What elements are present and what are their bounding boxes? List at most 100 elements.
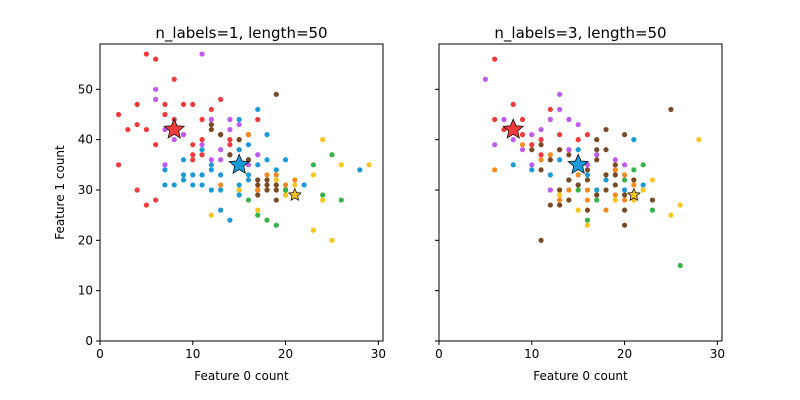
data-point: [612, 182, 618, 188]
data-point: [245, 197, 252, 203]
centroid-star-marker: [502, 118, 525, 139]
data-point: [696, 137, 702, 143]
data-point: [557, 157, 563, 163]
data-point: [492, 167, 498, 173]
data-point: [510, 162, 516, 168]
data-point: [199, 172, 205, 178]
data-point: [575, 182, 581, 188]
data-point: [529, 147, 535, 153]
y-tick-label: 40: [78, 133, 93, 147]
data-point: [264, 132, 270, 138]
x-tick-label: 10: [524, 347, 539, 361]
centroid-star-marker: [228, 153, 251, 175]
data-point: [190, 182, 196, 188]
data-point: [649, 177, 656, 183]
data-point: [621, 132, 628, 138]
data-point: [190, 152, 196, 158]
data-point: [566, 116, 572, 123]
data-point: [190, 157, 196, 163]
y-tick-label: 0: [85, 334, 93, 348]
data-point: [584, 167, 591, 173]
data-point: [538, 137, 544, 143]
data-point: [492, 116, 498, 123]
centroid-star-marker: [163, 118, 186, 139]
data-point: [134, 121, 140, 128]
data-point: [199, 137, 205, 143]
data-point: [255, 106, 261, 113]
data-point: [153, 86, 159, 92]
data-point: [273, 177, 279, 183]
data-point: [218, 157, 224, 163]
data-point: [547, 106, 553, 113]
data-point: [227, 152, 233, 158]
data-point: [255, 116, 261, 123]
data-point: [180, 157, 187, 163]
data-point: [621, 172, 628, 178]
data-point: [668, 106, 674, 113]
data-point: [199, 147, 205, 153]
data-point: [292, 177, 298, 183]
data-point: [621, 187, 628, 193]
data-point: [566, 147, 572, 153]
data-point: [282, 187, 289, 193]
data-point: [218, 207, 224, 213]
data-point: [245, 132, 252, 138]
data-point: [236, 116, 242, 123]
data-point: [584, 217, 591, 223]
data-point: [621, 222, 628, 228]
data-point: [547, 202, 553, 208]
data-point: [208, 126, 214, 133]
data-point: [640, 187, 646, 193]
data-point: [621, 177, 628, 183]
data-point: [208, 187, 214, 193]
data-point: [180, 101, 187, 108]
data-point: [631, 137, 637, 143]
data-point: [538, 152, 544, 158]
data-point: [603, 187, 609, 193]
data-point: [264, 172, 270, 178]
data-point: [208, 162, 214, 168]
data-point: [584, 172, 591, 178]
data-point: [199, 116, 205, 123]
x-axis-label: Feature 0 count: [194, 369, 289, 383]
data-point: [603, 207, 609, 213]
data-point: [310, 227, 317, 233]
data-point: [143, 202, 149, 208]
data-point: [218, 96, 224, 102]
data-points: [115, 51, 372, 243]
data-point: [631, 167, 637, 173]
data-point: [227, 116, 233, 123]
data-point: [245, 177, 252, 183]
data-point: [162, 167, 168, 173]
data-point: [143, 51, 149, 57]
data-point: [273, 222, 279, 228]
data-point: [519, 132, 526, 138]
data-point: [125, 126, 131, 133]
data-point: [134, 187, 140, 193]
data-point: [566, 197, 572, 203]
data-point: [547, 116, 553, 123]
data-point: [575, 187, 581, 193]
data-point: [199, 182, 205, 188]
data-point: [584, 187, 591, 193]
data-point: [292, 182, 298, 188]
data-point: [366, 162, 372, 168]
data-point: [264, 177, 270, 183]
data-point: [594, 147, 600, 153]
data-point: [357, 167, 363, 173]
data-point: [547, 157, 553, 163]
data-point: [677, 262, 683, 269]
data-point: [668, 212, 674, 218]
data-point: [208, 121, 214, 128]
data-point: [547, 172, 553, 178]
data-point: [190, 101, 196, 108]
y-tick-label: 50: [78, 82, 93, 96]
data-point: [529, 132, 535, 138]
data-point: [594, 152, 600, 158]
data-point: [282, 192, 289, 198]
data-point: [547, 152, 553, 158]
centroid-star-marker: [287, 187, 302, 202]
centroid-star-marker: [567, 153, 590, 175]
data-point: [218, 132, 224, 138]
